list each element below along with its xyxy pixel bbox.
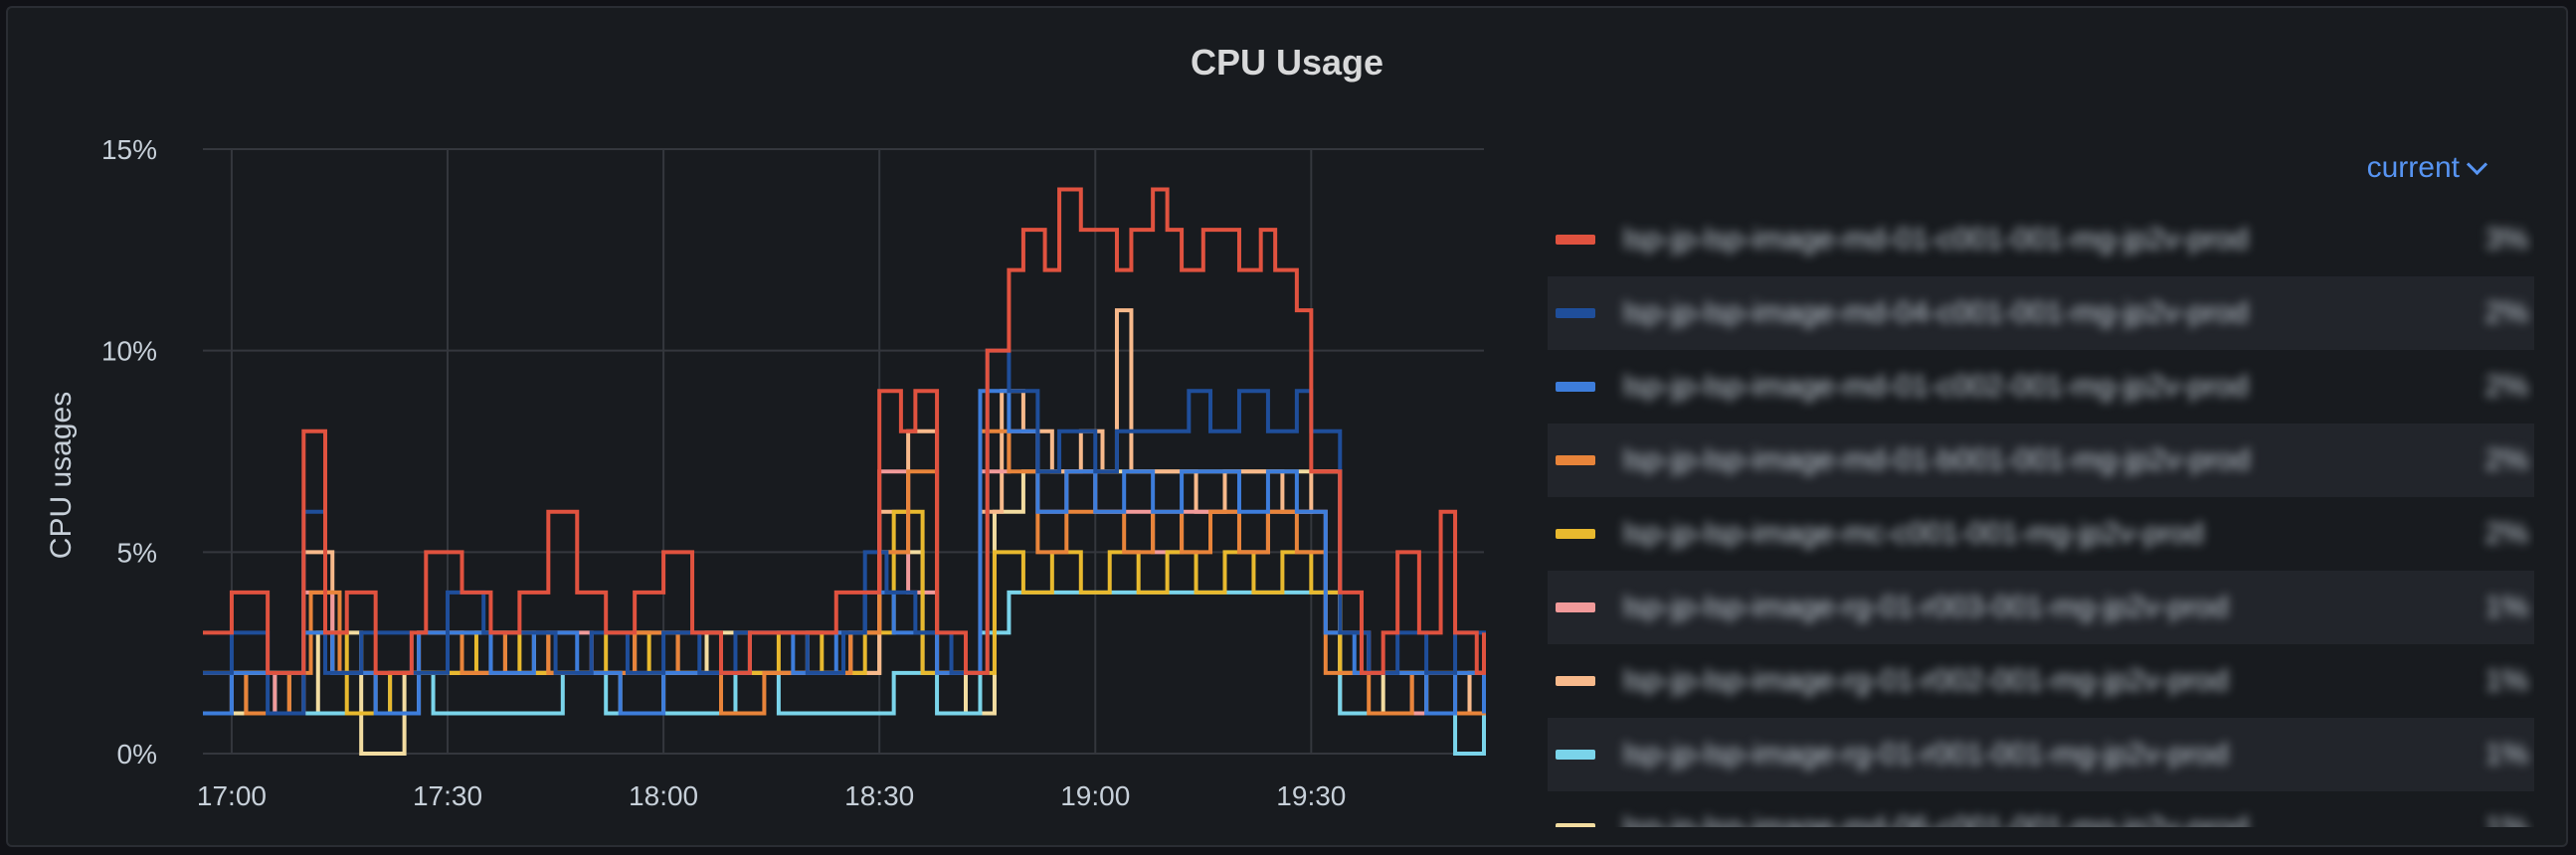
y-tick-label: 5% [117,537,157,568]
series-line [203,469,1486,756]
legend-swatch [1556,455,1595,465]
legend-swatch [1556,235,1595,245]
legend-mode-dropdown[interactable]: current [2366,151,2488,185]
x-tick-label: 19:00 [1060,780,1130,811]
legend-item-name: lsp-jp-lsp-image-mc-c001-001-mg-jp2v-pro… [1623,517,2204,550]
legend-swatch [1556,823,1595,827]
legend-item-value: 1% [2485,811,2528,827]
legend-item-value: 1% [2484,664,2528,697]
legend-item[interactable]: lsp-jp-lsp-image-md-04-c001-001-mg-jp2v-… [1548,276,2534,350]
legend-item-value: 1% [2484,738,2528,770]
y-tick-label: 10% [101,336,157,367]
legend-swatch [1556,750,1595,760]
y-axis-title: CPU usages [45,391,78,560]
legend-item-name: lsp-jp-lsp-image-rg-01-r002-001-mg-jp2v-… [1623,664,2229,697]
legend-item-value: 2% [2484,296,2528,329]
legend-list: lsp-jp-lsp-image-md-01-c001-001-mg-jp2v-… [1548,203,2534,827]
legend-item-value: 2% [2484,517,2528,550]
legend-item-name: lsp-jp-lsp-image-md-06-c001-001-mg-jp2v-… [1623,811,2479,827]
legend-item[interactable]: lsp-jp-lsp-image-md-01-c002-001-mg-jp2v-… [1548,350,2534,424]
x-tick-label: 18:30 [844,780,914,811]
legend-item[interactable]: lsp-jp-lsp-image-md-01-b001-001-mg-jp2v-… [1548,424,2534,497]
legend-item-name: lsp-jp-lsp-image-md-01-b001-001-mg-jp2v-… [1623,443,2251,476]
legend-swatch [1556,308,1595,318]
legend-item-value: 2% [2484,370,2528,403]
cpu-usage-chart: 0% 5% 10% 15% 17:00 17:30 18:00 18:30 19:00 19:30 [101,134,1486,811]
cpu-usage-panel: CPU Usage 0% 5% 10% 15% 17:00 17:30 18:00 18:30… [6,6,2568,847]
legend-swatch [1556,529,1595,539]
legend-item-value: 3% [2484,223,2528,256]
legend-item[interactable]: lsp-jp-lsp-image-rg-01-r002-001-mg-jp2v-… [1548,644,2534,718]
legend-item[interactable]: lsp-jp-lsp-image-md-06-c001-001-mg-jp2v-… [1548,791,2534,827]
legend-swatch [1556,382,1595,392]
x-tick-label: 17:00 [197,780,267,811]
legend-item-value: 1% [2484,591,2528,623]
series-line [203,509,1484,716]
panel-title: CPU Usage [1190,42,1384,83]
y-tick-label: 0% [117,739,157,770]
legend-item[interactable]: lsp-jp-lsp-image-rg-01-r001-001-mg-jp2v-… [1548,718,2534,791]
series-line [203,348,1486,716]
legend-item-name: lsp-jp-lsp-image-md-01-c001-001-mg-jp2v-… [1623,223,2249,256]
legend-item[interactable]: lsp-jp-lsp-image-mc-c001-001-mg-jp2v-pro… [1548,497,2534,571]
legend-item[interactable]: lsp-jp-lsp-image-md-01-c001-001-mg-jp2v-… [1548,203,2534,276]
series-line [203,187,1486,675]
legend-item-name: lsp-jp-lsp-image-rg-01-r003-001-mg-jp2v-… [1623,591,2229,623]
legend-item[interactable]: lsp-jp-lsp-image-rg-01-r003-001-mg-jp2v-… [1548,571,2534,644]
legend-item-name: lsp-jp-lsp-image-md-01-c002-001-mg-jp2v-… [1623,370,2249,403]
x-tick-label: 19:30 [1276,780,1346,811]
y-tick-label: 15% [101,134,157,165]
x-tick-label: 17:30 [413,780,482,811]
legend-swatch [1556,676,1595,686]
legend-item-name: lsp-jp-lsp-image-rg-01-r001-001-mg-jp2v-… [1623,738,2229,770]
legend-swatch [1556,602,1595,612]
series-line [203,389,1486,716]
x-tick-label: 18:00 [629,780,698,811]
legend-mode-label: current [2366,151,2460,184]
legend-item-name: lsp-jp-lsp-image-md-04-c001-001-mg-jp2v-… [1623,296,2249,329]
legend-item-value: 2% [2484,443,2528,476]
chevron-down-icon [2466,153,2488,175]
